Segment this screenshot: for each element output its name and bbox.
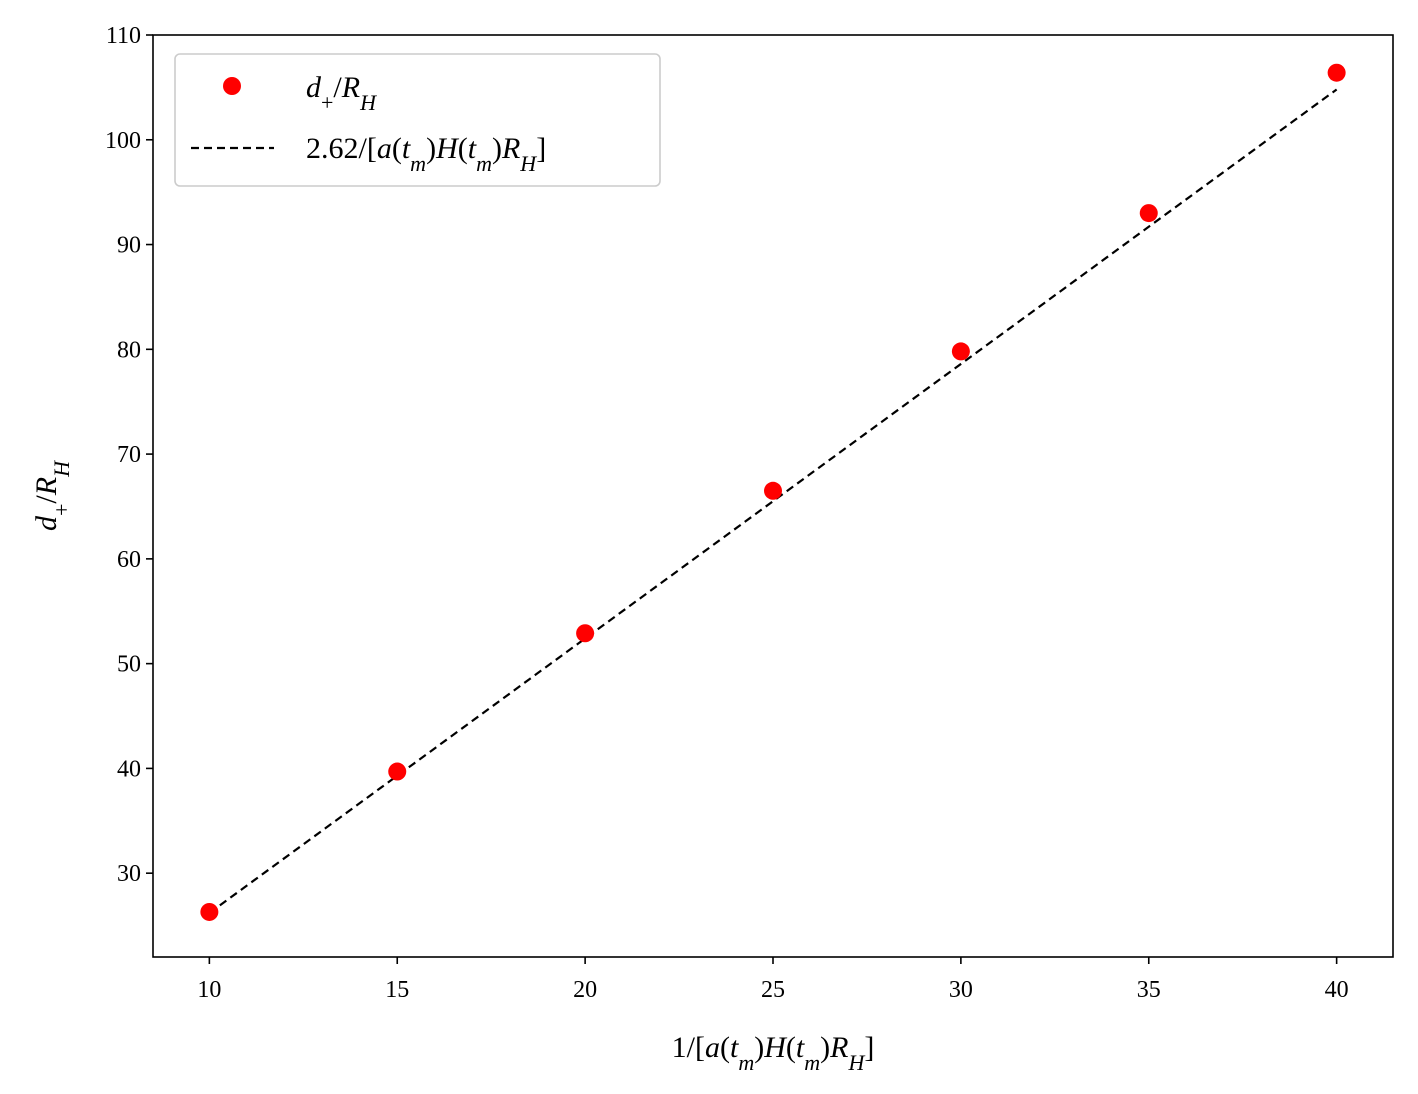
y-tick-label: 30 xyxy=(117,861,141,887)
x-tick-label: 25 xyxy=(761,977,785,1003)
data-point xyxy=(200,902,219,921)
x-tick-label: 35 xyxy=(1137,977,1161,1003)
data-point xyxy=(951,342,970,361)
data-point xyxy=(1139,204,1158,223)
x-tick-label: 40 xyxy=(1325,977,1349,1003)
x-tick-label: 10 xyxy=(197,977,221,1003)
x-tick-label: 30 xyxy=(949,977,973,1003)
y-tick-label: 40 xyxy=(117,756,141,782)
data-point xyxy=(388,762,407,781)
y-tick-label: 60 xyxy=(117,547,141,573)
y-tick-label: 50 xyxy=(117,652,141,678)
y-tick-label: 70 xyxy=(117,442,141,468)
data-point xyxy=(764,481,782,500)
y-tick-label: 100 xyxy=(105,128,141,154)
legend-label-scatter: d+/RH xyxy=(306,71,377,115)
data-point xyxy=(576,624,595,643)
legend: d+/RH 2.62/[a(tm)H(tm)RH] xyxy=(174,53,661,187)
y-tick-label: 80 xyxy=(117,337,141,363)
x-axis-label: 1/[a(tm)H(tm)RH] xyxy=(672,1031,875,1075)
series-layer xyxy=(200,63,1346,921)
x-tick-label: 15 xyxy=(385,977,409,1003)
fit-line xyxy=(208,88,1338,914)
legend-box xyxy=(174,53,661,187)
x-tick-label: 20 xyxy=(573,977,597,1003)
y-tick-label: 110 xyxy=(106,23,141,49)
legend-marker-scatter xyxy=(223,77,241,95)
x-axis-ticks: 10 15 20 25 30 35 40 xyxy=(197,957,1349,1003)
legend-label-line: 2.62/[a(tm)H(tm)RH] xyxy=(306,132,546,176)
y-axis-label: d+/RH xyxy=(30,460,74,531)
data-point xyxy=(1327,63,1346,82)
y-axis-ticks: 30 40 50 60 70 80 90 100 110 xyxy=(105,23,153,887)
plot-frame xyxy=(152,34,1394,958)
y-tick-label: 90 xyxy=(117,233,141,259)
